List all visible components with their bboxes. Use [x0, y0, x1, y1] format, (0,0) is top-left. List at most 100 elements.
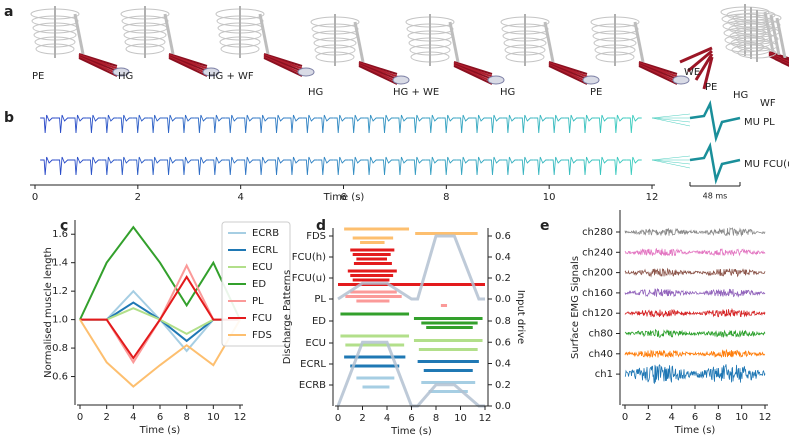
hand — [202, 67, 220, 77]
spike-trace — [302, 156, 318, 176]
spike-trace — [626, 114, 642, 134]
x-tick-label: 2 — [359, 413, 365, 424]
spike-trace — [549, 114, 565, 134]
x-tick-label: 0 — [335, 413, 341, 424]
spike-trace — [40, 114, 56, 134]
muscle — [453, 64, 493, 83]
emg-trace — [624, 247, 766, 257]
muscle — [78, 57, 118, 77]
muscle — [168, 57, 208, 77]
pose-label: HG — [500, 87, 515, 98]
spike-trace — [379, 156, 395, 176]
y-tick-label: ch40 — [588, 349, 613, 360]
muscle — [453, 65, 493, 85]
hand — [582, 75, 600, 85]
x-tick-label: 6 — [157, 412, 163, 423]
y-tick-label: ch160 — [582, 288, 613, 299]
hand — [392, 75, 410, 85]
spike-trace — [225, 114, 241, 134]
drive-line — [336, 340, 485, 408]
muscle — [694, 53, 714, 81]
spike-trace — [194, 156, 210, 176]
legend-label: ED — [252, 279, 266, 290]
spike-trace — [564, 114, 581, 134]
x-tick-label: 6 — [408, 413, 414, 424]
x-axis-label: Time (s) — [139, 425, 181, 436]
spike-trace — [456, 156, 473, 176]
spike-trace — [333, 156, 349, 176]
muscle — [453, 61, 493, 75]
muscle — [78, 56, 118, 75]
emg-trace — [624, 227, 766, 237]
spike-trace — [441, 114, 457, 134]
y-tick-label: FCU(u) — [292, 273, 326, 284]
y-axis-label: Normalised muscle length — [43, 247, 54, 378]
muscle — [263, 57, 303, 77]
spike-trace — [271, 156, 287, 176]
panel-letter: d — [316, 218, 326, 234]
legend-label: ECRB — [252, 228, 279, 239]
x-tick-label: 10 — [207, 412, 220, 423]
spike-trace — [410, 114, 426, 134]
legend-label: ECU — [252, 262, 273, 273]
muscle — [548, 65, 588, 85]
x-tick-label: 10 — [735, 412, 748, 423]
legend-label: PL — [252, 296, 264, 307]
y-tick-label: ECRL — [300, 359, 326, 370]
spike-trace — [317, 156, 334, 176]
spike-trace — [564, 156, 581, 176]
y2-axis-label: Input drive — [515, 290, 526, 344]
muscle — [774, 54, 789, 61]
muscle — [263, 53, 303, 67]
humerus — [448, 21, 460, 63]
spike-trace — [364, 114, 380, 134]
muscle — [358, 65, 398, 85]
x-tick-label: 8 — [433, 413, 439, 424]
y-tick-label: ch280 — [582, 227, 613, 238]
line — [79, 225, 241, 321]
x-tick-label: 4 — [130, 412, 136, 423]
muscle — [263, 54, 303, 70]
muscle — [168, 54, 208, 70]
muscle — [702, 56, 714, 90]
pose-label: HG — [733, 90, 748, 101]
muscle — [358, 63, 398, 80]
y-tick-label: ED — [312, 316, 326, 327]
y-tick-label: ch120 — [582, 308, 613, 319]
hand — [297, 67, 315, 77]
spike-trace — [132, 114, 149, 134]
x-tick-label: 12 — [479, 413, 492, 424]
muscle — [780, 58, 789, 63]
pose-label: WF — [760, 98, 776, 109]
y2-tick-label: 0.0 — [495, 294, 511, 305]
spike-trace — [441, 156, 457, 176]
muscle — [638, 65, 678, 85]
spike-trace — [40, 156, 56, 176]
legend-label: MU FCU(u) — [744, 159, 789, 170]
x-axis-label: Time (s) — [390, 426, 432, 437]
panel-letter: b — [4, 110, 14, 126]
legend-box — [221, 221, 291, 347]
muscle — [548, 62, 588, 78]
spike-trace — [163, 114, 179, 134]
muscle — [548, 61, 588, 75]
spike-trace — [518, 114, 534, 134]
spike-trace — [487, 156, 503, 176]
connector — [651, 155, 691, 161]
muscle — [78, 54, 118, 70]
spike-trace — [132, 156, 149, 176]
y2-tick-label: 0.6 — [495, 231, 511, 242]
y-tick-label: ch80 — [588, 329, 613, 340]
emg-trace — [624, 267, 766, 278]
y2-tick-label: 0.8 — [495, 316, 511, 327]
line — [80, 275, 240, 360]
hand — [672, 75, 690, 85]
x-tick-label: 8 — [715, 412, 721, 423]
x-tick-label: 12 — [759, 412, 772, 423]
humerus — [163, 13, 175, 55]
y-tick-label: ECU — [305, 338, 326, 349]
pose-label: HG + WE — [393, 87, 439, 98]
spike-trace — [256, 156, 272, 176]
spike-trace — [148, 114, 164, 134]
pose-label: HG — [308, 87, 323, 98]
